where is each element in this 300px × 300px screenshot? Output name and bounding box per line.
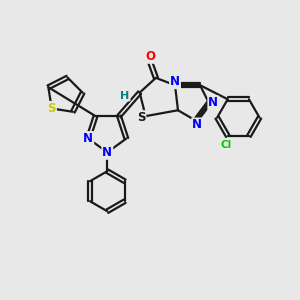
Text: N: N <box>192 118 202 131</box>
Text: S: S <box>47 102 56 115</box>
Text: O: O <box>145 50 155 63</box>
Text: N: N <box>83 132 93 145</box>
Text: N: N <box>170 75 180 88</box>
Text: H: H <box>120 91 130 100</box>
Text: N: N <box>208 96 218 110</box>
Text: N: N <box>102 146 112 159</box>
Text: S: S <box>137 111 146 124</box>
Text: Cl: Cl <box>220 140 232 150</box>
